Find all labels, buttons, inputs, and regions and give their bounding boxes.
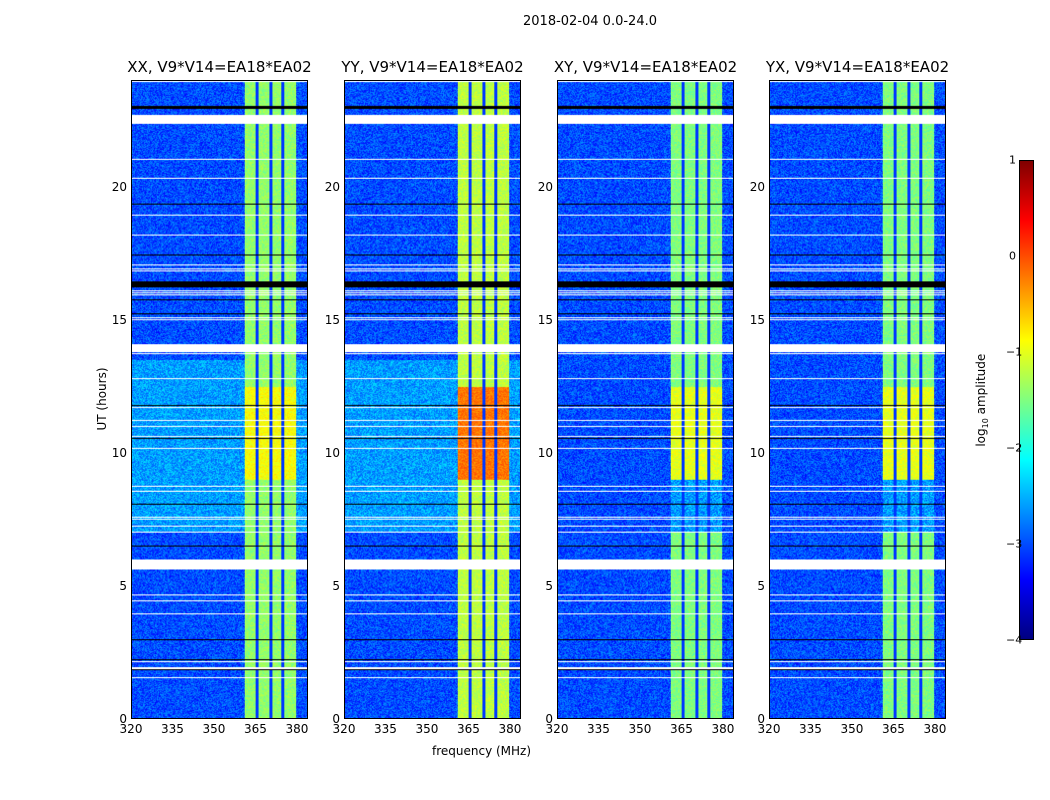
- x-tick-label: 365: [670, 722, 693, 736]
- x-tick-label: 320: [332, 722, 356, 736]
- x-tick-label: 365: [457, 722, 480, 736]
- panel-3: YX, V9*V14=EA18*EA02 320 335 350 365 380 0 5 10 1…: [750, 58, 949, 736]
- x-tick-label: 350: [415, 722, 439, 736]
- y-axis-label: UT (hours): [95, 367, 109, 431]
- x-tick-label: 350: [840, 722, 864, 736]
- y-tick-label: 20: [324, 179, 340, 194]
- x-tick-label: 335: [799, 722, 822, 736]
- waterfall-heatmap: [344, 80, 521, 719]
- y-tick-label: 0: [332, 712, 340, 726]
- x-tick-label: 320: [757, 722, 781, 736]
- x-tick-label: 335: [161, 722, 184, 736]
- panel-0: XX, V9*V14=EA18*EA02 320 335 350 365 380 0 5 10 1…: [112, 58, 312, 736]
- x-tick-label: 320: [119, 722, 143, 736]
- colorbar-tick-label: −4: [1006, 633, 1023, 647]
- x-tick-label: 365: [244, 722, 267, 736]
- y-tick-label: 20: [111, 179, 127, 194]
- y-tick-label: 5: [332, 578, 340, 593]
- waterfall-heatmap: [131, 80, 308, 719]
- waterfall-heatmap: [769, 80, 946, 719]
- y-tick-label: 10: [749, 445, 765, 460]
- panel-2: XY, V9*V14=EA18*EA02 320 335 350 365 380 0 5 10 1…: [538, 58, 737, 736]
- y-tick-label: 5: [757, 578, 765, 593]
- y-tick-label: 20: [537, 179, 553, 194]
- y-tick-label: 15: [111, 312, 127, 327]
- figure-title: 2018-02-04 0.0-24.0: [523, 14, 657, 29]
- y-tick-label: 15: [749, 312, 765, 327]
- panel-title: YX, V9*V14=EA18*EA02: [765, 58, 950, 76]
- x-tick-label: 320: [545, 722, 569, 736]
- x-tick-label: 335: [374, 722, 397, 736]
- y-tick-label: 15: [537, 312, 553, 327]
- panel-title: YY, V9*V14=EA18*EA02: [341, 58, 524, 76]
- x-tick-label: 380: [498, 722, 522, 736]
- colorbar-tick-label: 0: [1009, 249, 1016, 263]
- y-tick-label: 5: [545, 578, 553, 593]
- panel-1: YY, V9*V14=EA18*EA02 320 335 350 365 380 0 5 10 1…: [325, 58, 524, 736]
- y-tick-label: 5: [119, 578, 127, 593]
- x-tick-label: 380: [711, 722, 735, 736]
- colorbar-tick-label: −2: [1006, 441, 1023, 455]
- y-tick-label: 0: [757, 712, 765, 726]
- y-tick-label: 15: [324, 312, 340, 327]
- panel-title: XX, V9*V14=EA18*EA02: [127, 58, 312, 76]
- x-tick-label: 350: [628, 722, 652, 736]
- y-tick-label: 0: [119, 712, 127, 726]
- x-tick-label: 380: [285, 722, 309, 736]
- colorbar-tick-label: −3: [1006, 537, 1023, 551]
- colorbar-tick-label: −1: [1006, 345, 1023, 359]
- y-tick-label: 10: [324, 445, 340, 460]
- colorbar-label: log10 amplitude: [973, 353, 991, 447]
- y-tick-label: 10: [111, 445, 127, 460]
- x-axis-label: frequency (MHz): [432, 744, 532, 758]
- colorbar: [1019, 160, 1034, 640]
- colorbar-tick-label: 1: [1009, 153, 1016, 167]
- waterfall-heatmap: [557, 80, 734, 719]
- x-tick-label: 350: [202, 722, 226, 736]
- y-tick-label: 10: [537, 445, 553, 460]
- x-tick-label: 335: [587, 722, 610, 736]
- panel-title: XY, V9*V14=EA18*EA02: [553, 58, 738, 76]
- y-tick-label: 20: [749, 179, 765, 194]
- x-tick-label: 380: [923, 722, 947, 736]
- x-tick-label: 365: [882, 722, 905, 736]
- y-tick-label: 0: [545, 712, 553, 726]
